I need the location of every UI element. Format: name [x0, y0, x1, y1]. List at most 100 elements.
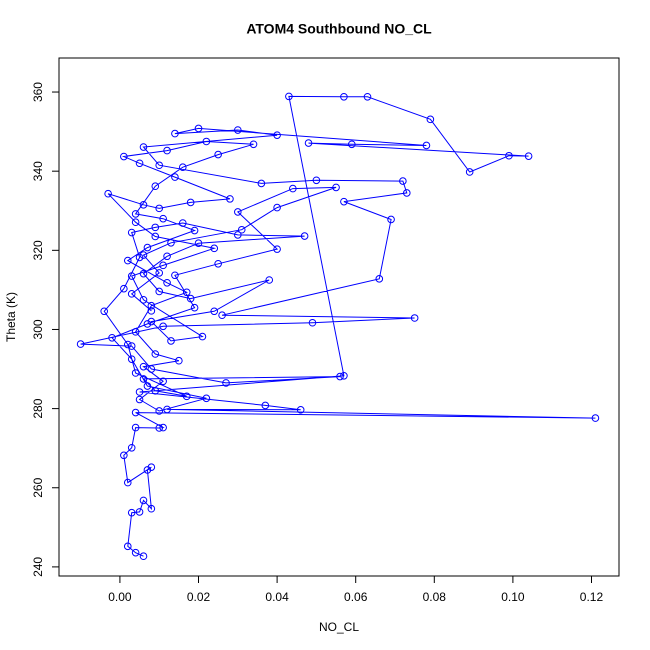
plot-frame: [58, 57, 620, 577]
x-axis-title: NO_CL: [319, 620, 359, 634]
data-point: [234, 208, 242, 216]
data-point: [131, 218, 140, 227]
data-point: [198, 332, 207, 341]
data-point: [139, 362, 148, 371]
data-point: [131, 423, 140, 432]
data-point: [273, 131, 281, 139]
data-point: [340, 197, 348, 206]
data-point: [261, 401, 270, 410]
data-point: [163, 278, 171, 287]
data-point: [178, 163, 187, 172]
data-point: [163, 252, 171, 261]
data-point: [139, 251, 148, 259]
data-point: [375, 275, 384, 283]
data-point: [108, 333, 116, 342]
data-point: [147, 301, 156, 310]
data-point: [163, 146, 171, 155]
data-point: [147, 504, 156, 513]
x-tick-label: 0.00: [108, 590, 132, 604]
y-tick-label: 240: [31, 557, 45, 577]
data-point: [186, 294, 195, 303]
data-point: [100, 307, 108, 316]
data-point: [214, 259, 222, 268]
data-point: [120, 152, 128, 161]
data-point: [127, 272, 136, 280]
data-point: [123, 340, 132, 349]
data-point: [120, 284, 128, 293]
x-tick-label: 0.12: [580, 590, 604, 604]
data-point: [363, 92, 372, 101]
y-tick-label: 300: [31, 319, 45, 339]
data-point: [505, 151, 513, 160]
data-point: [139, 496, 148, 505]
data-point: [151, 387, 160, 395]
data-point: [139, 375, 148, 383]
data-point: [127, 508, 136, 517]
data-point: [296, 405, 305, 414]
data-point: [155, 269, 164, 277]
data-point: [135, 395, 144, 404]
data-point: [155, 424, 164, 432]
y-tick-label: 320: [31, 240, 45, 260]
data-point: [135, 253, 144, 262]
data-point: [171, 271, 179, 280]
data-point: [237, 225, 246, 234]
data-point: [127, 228, 136, 237]
data-point: [143, 382, 152, 390]
data-point: [340, 371, 348, 380]
data-point: [159, 322, 167, 331]
data-point: [139, 295, 148, 304]
data-point: [143, 243, 152, 252]
data-point: [257, 179, 266, 188]
data-point: [304, 139, 313, 147]
data-point: [265, 276, 274, 284]
data-point: [178, 219, 187, 227]
data-point: [340, 92, 348, 101]
data-point: [210, 244, 219, 253]
data-point: [139, 143, 148, 151]
data-point: [76, 340, 85, 348]
data-point: [143, 320, 152, 328]
data-point: [123, 542, 132, 551]
x-tick-label: 0.10: [501, 590, 525, 604]
data-point: [347, 140, 356, 149]
data-point: [222, 379, 230, 387]
data-point: [127, 355, 136, 363]
data-point: [131, 210, 140, 218]
x-tick-label: 0.02: [187, 590, 211, 604]
data-point: [131, 328, 140, 336]
data-point: [226, 195, 234, 203]
data-point: [135, 508, 144, 516]
data-point: [218, 311, 226, 320]
data-point: [210, 307, 219, 316]
x-tick-label: 0.06: [344, 590, 368, 604]
data-point: [159, 261, 167, 270]
data-point: [190, 226, 199, 235]
data-point: [591, 414, 600, 422]
data-point: [186, 198, 195, 207]
y-tick-label: 260: [31, 477, 45, 497]
data-point: [123, 478, 132, 487]
data-point: [159, 214, 167, 223]
data-point: [171, 129, 179, 138]
data-point: [147, 307, 156, 315]
data-point: [163, 405, 171, 414]
data-point: [159, 377, 167, 386]
data-point: [131, 369, 140, 377]
data-point: [171, 173, 179, 181]
data-point: [151, 223, 160, 232]
data-point: [147, 317, 156, 326]
data-point: [155, 161, 164, 170]
x-tick-label: 0.04: [265, 590, 289, 604]
data-point: [131, 548, 140, 557]
data-point: [402, 189, 411, 197]
data-point: [151, 232, 160, 241]
x-tick-label: 0.08: [423, 590, 447, 604]
data-point: [202, 137, 211, 146]
y-tick-label: 340: [31, 161, 45, 181]
data-point: [104, 189, 112, 198]
data-point: [234, 126, 242, 134]
data-point: [127, 443, 136, 452]
data-point: [422, 141, 431, 150]
